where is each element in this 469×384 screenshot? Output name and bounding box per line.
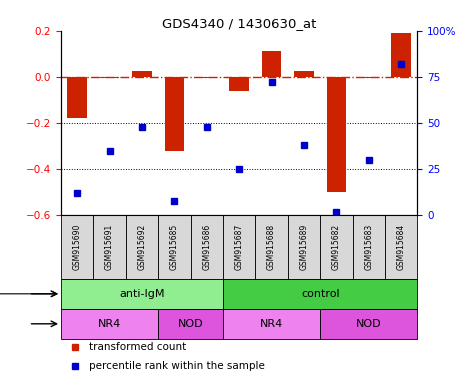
- Text: GSM915682: GSM915682: [332, 224, 341, 270]
- Bar: [294, 71, 314, 77]
- Bar: [320, 309, 417, 339]
- Text: GSM915689: GSM915689: [300, 224, 309, 270]
- Text: GSM915683: GSM915683: [364, 224, 373, 270]
- Bar: [61, 309, 158, 339]
- Text: control: control: [301, 289, 340, 299]
- Text: NR4: NR4: [98, 319, 121, 329]
- Text: GSM915691: GSM915691: [105, 224, 114, 270]
- Bar: [327, 77, 346, 192]
- Text: GSM915686: GSM915686: [202, 224, 212, 270]
- FancyBboxPatch shape: [320, 215, 353, 279]
- Bar: [262, 51, 281, 77]
- FancyBboxPatch shape: [126, 215, 158, 279]
- FancyBboxPatch shape: [353, 215, 385, 279]
- FancyBboxPatch shape: [190, 215, 223, 279]
- Text: percentile rank within the sample: percentile rank within the sample: [90, 361, 265, 371]
- Text: GSM915687: GSM915687: [234, 224, 244, 270]
- Bar: [359, 77, 378, 78]
- Bar: [223, 279, 417, 309]
- FancyBboxPatch shape: [288, 215, 320, 279]
- Text: GSM915690: GSM915690: [73, 224, 82, 270]
- FancyBboxPatch shape: [61, 215, 93, 279]
- Text: GSM915692: GSM915692: [137, 224, 146, 270]
- Bar: [158, 309, 223, 339]
- Bar: [132, 71, 151, 77]
- FancyBboxPatch shape: [385, 215, 417, 279]
- Title: GDS4340 / 1430630_at: GDS4340 / 1430630_at: [162, 17, 317, 30]
- Text: anti-IgM: anti-IgM: [119, 289, 165, 299]
- Bar: [68, 77, 87, 118]
- FancyBboxPatch shape: [93, 215, 126, 279]
- FancyBboxPatch shape: [158, 215, 190, 279]
- Bar: [392, 33, 411, 77]
- Text: NOD: NOD: [356, 319, 382, 329]
- Text: transformed count: transformed count: [90, 342, 187, 352]
- Bar: [100, 77, 119, 78]
- Text: GSM915684: GSM915684: [397, 224, 406, 270]
- Text: NOD: NOD: [178, 319, 204, 329]
- FancyBboxPatch shape: [256, 215, 288, 279]
- Text: GSM915685: GSM915685: [170, 224, 179, 270]
- Text: NR4: NR4: [260, 319, 283, 329]
- Text: GSM915688: GSM915688: [267, 224, 276, 270]
- Bar: [61, 279, 223, 309]
- Bar: [229, 77, 249, 91]
- FancyBboxPatch shape: [223, 215, 256, 279]
- Bar: [197, 77, 217, 78]
- Bar: [223, 309, 320, 339]
- Bar: [165, 77, 184, 151]
